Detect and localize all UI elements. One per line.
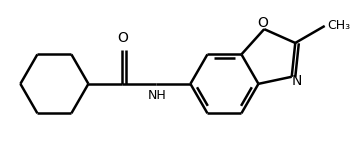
- Text: N: N: [291, 74, 302, 88]
- Text: O: O: [257, 16, 268, 30]
- Text: O: O: [117, 31, 128, 45]
- Text: CH₃: CH₃: [327, 19, 351, 32]
- Text: NH: NH: [148, 89, 167, 102]
